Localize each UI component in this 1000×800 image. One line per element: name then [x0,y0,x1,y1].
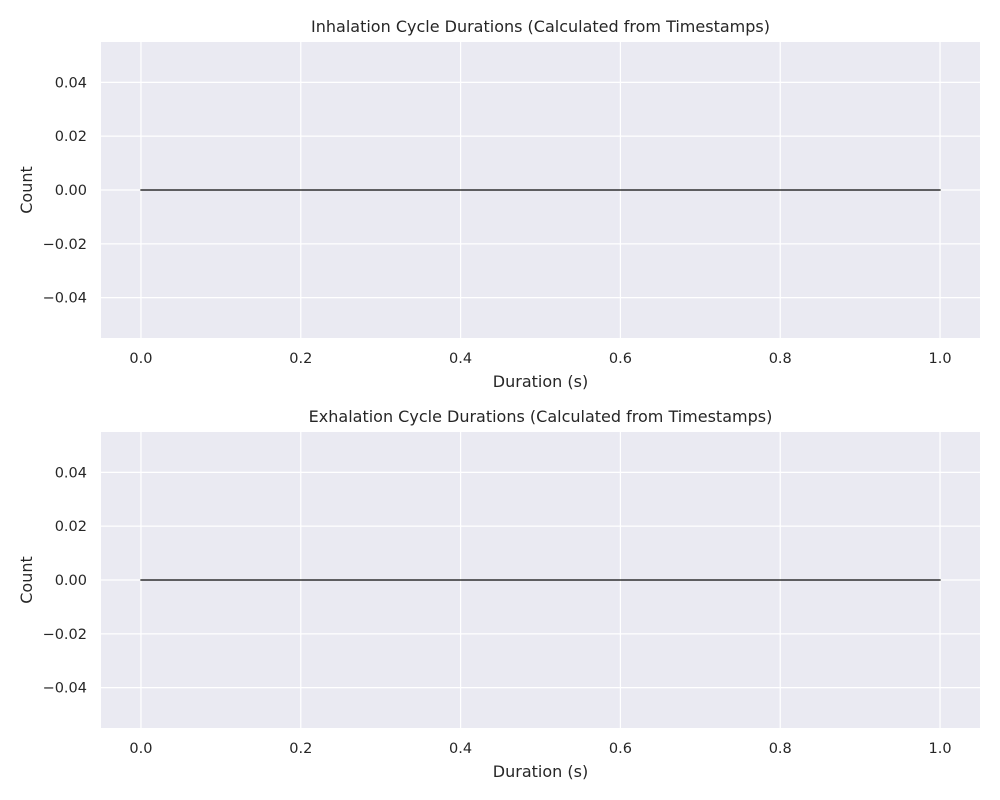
x-tick-label: 1.0 [929,741,952,757]
x-tick-label: 0.2 [289,741,312,757]
chart-title: Exhalation Cycle Durations (Calculated f… [309,407,773,426]
x-tick-label: 0.6 [609,351,632,367]
y-axis-label: Count [17,166,36,214]
x-tick-label: 0.2 [289,351,312,367]
x-tick-label: 0.8 [769,741,792,757]
chart-title: Inhalation Cycle Durations (Calculated f… [311,17,770,36]
y-tick-label: 0.02 [55,129,87,145]
subplot-2: 0.0 0.2 0.4 0.6 0.8 1.0 0.04 0.02 0.00 −0.02 −0.04… [17,407,980,781]
y-tick-label: 0.00 [55,573,87,589]
y-axis-label: Count [17,556,36,604]
x-tick-label: 0.0 [129,351,152,367]
x-tick-label: 0.4 [449,741,472,757]
x-axis-label: Duration (s) [493,762,588,781]
y-tick-label: −0.04 [43,681,87,697]
x-tick-label: 0.6 [609,741,632,757]
x-tick-label: 1.0 [929,351,952,367]
y-tick-label: 0.02 [55,519,87,535]
y-tick-label: −0.02 [43,627,87,643]
y-tick-label: 0.00 [55,183,87,199]
subplot-1: 0.0 0.2 0.4 0.6 0.8 1.0 0.04 0.02 0.00 −0.02 −0.04… [17,17,980,391]
y-tick-label: 0.04 [55,465,87,481]
y-tick-label: −0.02 [43,237,87,253]
x-tick-label: 0.0 [129,741,152,757]
x-tick-label: 0.4 [449,351,472,367]
y-tick-label: −0.04 [43,291,87,307]
y-tick-label: 0.04 [55,75,87,91]
x-axis-label: Duration (s) [493,372,588,391]
x-tick-label: 0.8 [769,351,792,367]
